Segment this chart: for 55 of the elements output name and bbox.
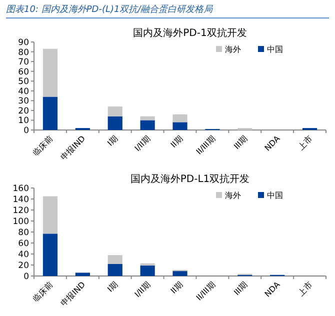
bar — [42, 96, 58, 130]
text: 图表10: 国内及海外PD-(L)1双抗/融合蛋白研发格局 — [6, 4, 214, 15]
bar — [75, 272, 90, 276]
x-tick-label: I/II期 — [133, 280, 152, 299]
y-tick-label: 30 — [18, 96, 29, 107]
legend-label: 中国 — [267, 191, 283, 200]
y-tick-label: 0 — [24, 126, 29, 136]
y-tick-label: 80 — [18, 48, 29, 58]
bar — [140, 263, 155, 266]
y-tick-label: 60 — [18, 67, 29, 78]
x-tick-label: II期 — [169, 134, 184, 150]
x-tick-label: 上市 — [296, 280, 314, 298]
x-tick-label: 临床前 — [31, 134, 55, 158]
x-tick-label: II/III期 — [194, 134, 217, 156]
y-tick-label: 80 — [18, 228, 29, 238]
x-tick-label: I期 — [106, 134, 120, 148]
bar — [42, 196, 58, 234]
y-tick-label: 40 — [18, 86, 29, 97]
y-tick-label: 120 — [12, 206, 29, 216]
bar — [140, 120, 155, 130]
bar — [108, 255, 122, 264]
y-tick-label: 40 — [18, 250, 29, 260]
y-tick-label: 100 — [12, 217, 29, 227]
x-tick-label: III期 — [232, 134, 250, 152]
x-tick-label: III期 — [232, 280, 250, 298]
x-tick-label: II期 — [169, 280, 184, 296]
legend-label: 海外 — [225, 45, 241, 54]
bar — [108, 116, 122, 130]
y-tick-label: 70 — [18, 58, 29, 68]
y-tick-label: 10 — [18, 116, 29, 126]
y-tick-label: 0 — [24, 272, 29, 282]
bar — [172, 114, 188, 122]
y-tick-label: 20 — [18, 261, 29, 271]
chart-title: 国内及海外PD-L1双抗开发 — [130, 173, 250, 185]
bar — [140, 266, 155, 276]
chart-title: 国内及海外PD-1双抗开发 — [133, 27, 247, 39]
bar — [172, 271, 188, 276]
y-tick-label: 50 — [18, 77, 29, 88]
y-tick-label: 90 — [18, 38, 29, 48]
x-tick-label: 上市 — [296, 134, 314, 152]
legend-label: 中国 — [267, 45, 283, 54]
y-tick-label: 20 — [18, 106, 29, 116]
x-tick-label: I期 — [106, 280, 120, 294]
y-tick-label: 140 — [12, 195, 29, 205]
bar — [108, 264, 122, 276]
x-tick-label: I/II期 — [133, 134, 152, 153]
y-tick-label: 160 — [12, 184, 29, 194]
bar — [42, 234, 58, 276]
legend-label: 海外 — [225, 191, 241, 200]
x-tick-label: 临床前 — [31, 280, 55, 304]
bar — [172, 122, 188, 130]
x-tick-label: II/III期 — [194, 280, 217, 302]
y-tick-label: 60 — [18, 239, 29, 249]
bar — [42, 48, 58, 97]
bar — [108, 106, 122, 116]
